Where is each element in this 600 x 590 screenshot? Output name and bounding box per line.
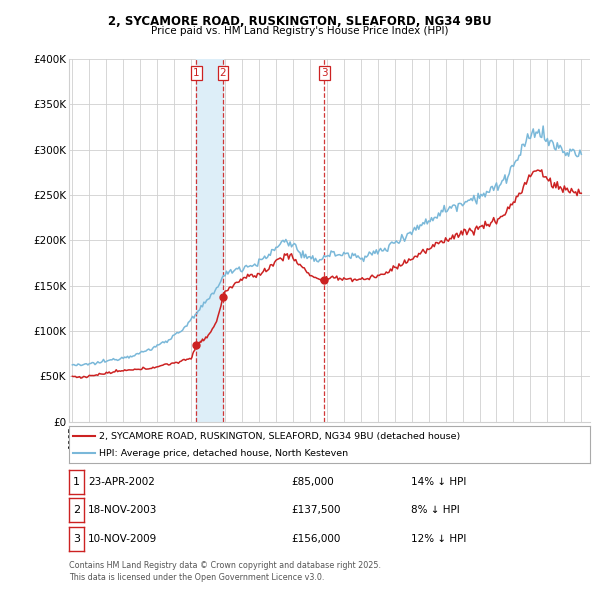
Text: 12% ↓ HPI: 12% ↓ HPI (411, 534, 466, 543)
Text: 2, SYCAMORE ROAD, RUSKINGTON, SLEAFORD, NG34 9BU: 2, SYCAMORE ROAD, RUSKINGTON, SLEAFORD, … (108, 15, 492, 28)
Text: 18-NOV-2003: 18-NOV-2003 (88, 506, 158, 515)
Text: £156,000: £156,000 (291, 534, 340, 543)
Text: Price paid vs. HM Land Registry's House Price Index (HPI): Price paid vs. HM Land Registry's House … (151, 26, 449, 36)
Bar (196, 59, 223, 422)
Text: 14% ↓ HPI: 14% ↓ HPI (411, 477, 466, 487)
Text: Contains HM Land Registry data © Crown copyright and database right 2025.
This d: Contains HM Land Registry data © Crown c… (69, 561, 381, 582)
Text: 1: 1 (73, 477, 80, 487)
Text: 8% ↓ HPI: 8% ↓ HPI (411, 506, 460, 515)
Text: 3: 3 (73, 534, 80, 543)
Text: £85,000: £85,000 (291, 477, 334, 487)
Text: 2, SYCAMORE ROAD, RUSKINGTON, SLEAFORD, NG34 9BU (detached house): 2, SYCAMORE ROAD, RUSKINGTON, SLEAFORD, … (99, 431, 460, 441)
Text: 10-NOV-2009: 10-NOV-2009 (88, 534, 157, 543)
Text: 2: 2 (73, 506, 80, 515)
Text: 23-APR-2002: 23-APR-2002 (88, 477, 155, 487)
Text: 1: 1 (193, 68, 200, 78)
Text: 2: 2 (220, 68, 226, 78)
Text: HPI: Average price, detached house, North Kesteven: HPI: Average price, detached house, Nort… (99, 448, 349, 458)
Text: 3: 3 (321, 68, 328, 78)
Text: £137,500: £137,500 (291, 506, 341, 515)
